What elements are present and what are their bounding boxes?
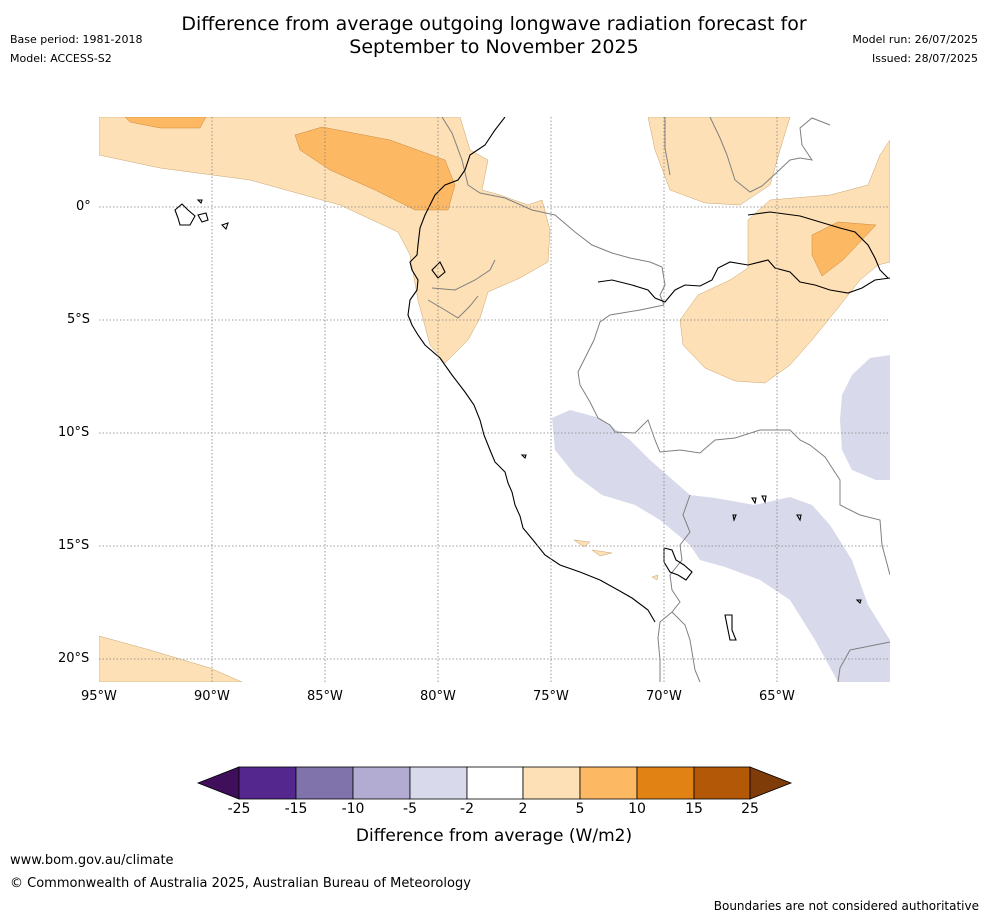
issued-date: Issued: 28/07/2025 (871, 52, 978, 65)
lon-label: 85°W (307, 689, 343, 704)
lat-label: 5°S (67, 312, 91, 327)
colorbar-tick: -10 (341, 801, 365, 817)
gridlines (99, 117, 890, 682)
lat-label: 10°S (58, 425, 90, 440)
colorbar-tick: 15 (685, 801, 703, 817)
colorbar (196, 766, 793, 800)
country-borders (427, 117, 890, 682)
title-line-1: Difference from average outgoing longwav… (181, 13, 807, 35)
colorbar-tick: 25 (741, 801, 759, 817)
model-run: Model run: 26/07/2025 (852, 33, 978, 46)
lat-label: 15°S (58, 538, 90, 553)
colorbar-extend-high (749, 766, 793, 800)
colorbar-tick: 10 (628, 801, 646, 817)
lon-label: 75°W (533, 689, 569, 704)
coastline (174, 117, 890, 641)
map-area (99, 117, 890, 682)
colorbar-tick: -5 (403, 801, 417, 817)
map-title: Difference from average outgoing longwav… (0, 13, 988, 59)
colorbar-tick: 2 (518, 801, 528, 817)
colorbar-title: Difference from average (W/m2) (355, 826, 633, 846)
colorbar-bin (579, 766, 638, 800)
colorbar-bin (352, 766, 411, 800)
lon-label: 80°W (420, 689, 456, 704)
colorbar-bin (693, 766, 751, 800)
colorbar-bin (295, 766, 354, 800)
colorbar-tick: -15 (284, 801, 308, 817)
colorbar-tick: 5 (575, 801, 585, 817)
colorbar-bin (466, 766, 524, 800)
colorbar-bin (409, 766, 468, 800)
title-line-2: September to November 2025 (349, 36, 639, 58)
colorbar-tick: -2 (460, 801, 474, 817)
footer-copyright: © Commonwealth of Australia 2025, Austra… (10, 876, 471, 891)
colorbar-extend-low (196, 766, 240, 800)
lon-label: 95°W (81, 689, 117, 704)
colorbar-bin (522, 766, 581, 800)
lon-label: 70°W (646, 689, 682, 704)
lat-label: 20°S (58, 651, 90, 666)
lat-label: 0° (76, 199, 91, 214)
negative-anomaly-light (552, 355, 890, 682)
model-name: Model: ACCESS-S2 (10, 52, 112, 65)
positive-anomaly-medium (124, 117, 877, 277)
colorbar-tick: -25 (227, 801, 251, 817)
footer-url: www.bom.gov.au/climate (10, 853, 174, 868)
base-period: Base period: 1981-2018 (10, 33, 143, 46)
footer-disclaimer: Boundaries are not considered authoritat… (713, 899, 979, 913)
colorbar-bin (636, 766, 695, 800)
lon-label: 65°W (759, 689, 795, 704)
colorbar-bin (238, 766, 297, 800)
lon-label: 90°W (194, 689, 230, 704)
